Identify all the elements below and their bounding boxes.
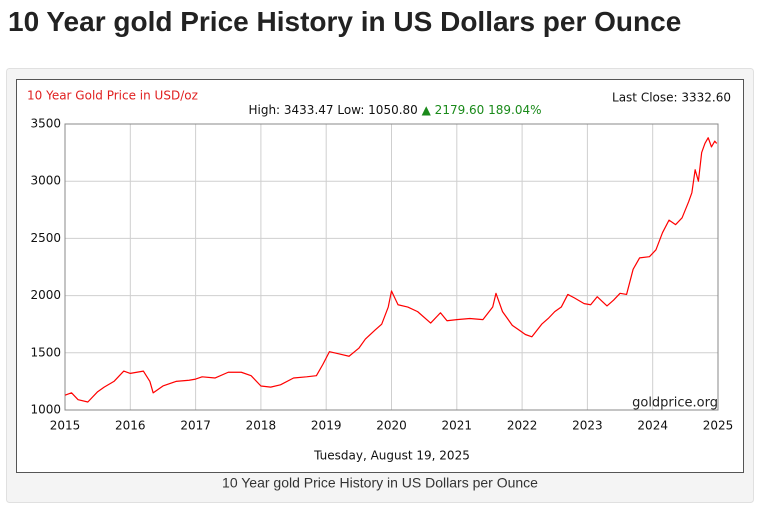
plot: 1000 1500 2000 2500 3000 3500 2015 2016 2017 2018… bbox=[30, 117, 733, 433]
x-tick-label: 2015 bbox=[50, 419, 81, 433]
y-tick-label: 1000 bbox=[30, 403, 61, 417]
high-low: High: 3433.47 Low: 1050.80 bbox=[248, 103, 417, 117]
subtitle: High: 3433.47 Low: 1050.80 ▲ 2179.60 189… bbox=[248, 103, 541, 117]
x-tick-label: 2017 bbox=[180, 419, 211, 433]
caption: 10 Year gold Price History in US Dollars… bbox=[222, 475, 538, 491]
y-tick-label: 2000 bbox=[30, 288, 61, 302]
chart-title: 10 Year Gold Price in USD/oz bbox=[27, 89, 198, 103]
chart-container bbox=[6, 68, 754, 503]
x-tick-label: 2024 bbox=[637, 419, 668, 433]
last-close: Last Close: 3332.60 bbox=[612, 91, 731, 105]
watermark: goldprice.org bbox=[632, 396, 718, 411]
x-tick-label: 2019 bbox=[311, 419, 342, 433]
x-tick-label: 2022 bbox=[507, 419, 538, 433]
x-tick-label: 2020 bbox=[376, 419, 407, 433]
page-title: 10 Year gold Price History in US Dollars… bbox=[8, 6, 682, 37]
y-tick-label: 2500 bbox=[30, 231, 61, 245]
plot-border bbox=[64, 123, 719, 411]
date-label: Tuesday, August 19, 2025 bbox=[313, 449, 470, 463]
x-tick-label: 2023 bbox=[572, 419, 603, 433]
change: ▲ 2179.60 189.04% bbox=[422, 103, 542, 117]
x-tick-label: 2018 bbox=[246, 419, 277, 433]
y-tick-label: 3500 bbox=[30, 117, 61, 131]
price-line bbox=[64, 137, 718, 403]
y-tick-label: 3000 bbox=[30, 174, 61, 188]
x-tick-label: 2016 bbox=[115, 419, 146, 433]
chart-frame bbox=[16, 79, 744, 473]
x-tick-label: 2021 bbox=[442, 419, 473, 433]
x-tick-label: 2025 bbox=[703, 419, 734, 433]
y-tick-label: 1500 bbox=[30, 345, 61, 359]
